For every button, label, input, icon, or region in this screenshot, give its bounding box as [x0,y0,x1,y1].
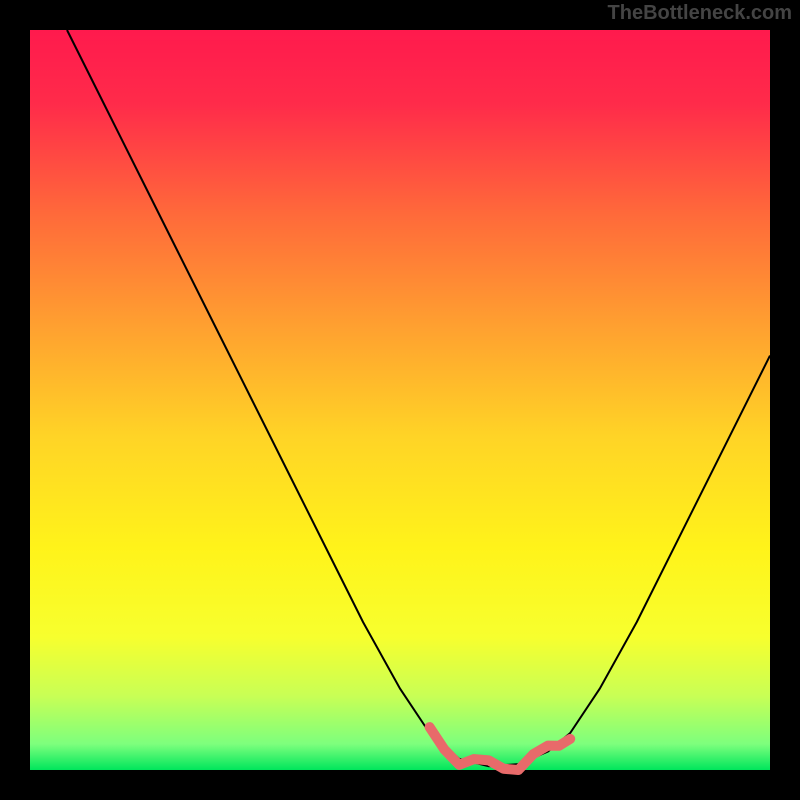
attribution-label: TheBottleneck.com [608,2,792,25]
highlight-segment [430,727,571,770]
curve-layer [30,30,770,770]
bottleneck-chart: TheBottleneck.com [0,0,800,800]
plot-area [30,30,770,770]
bottleneck-curve [67,30,770,766]
